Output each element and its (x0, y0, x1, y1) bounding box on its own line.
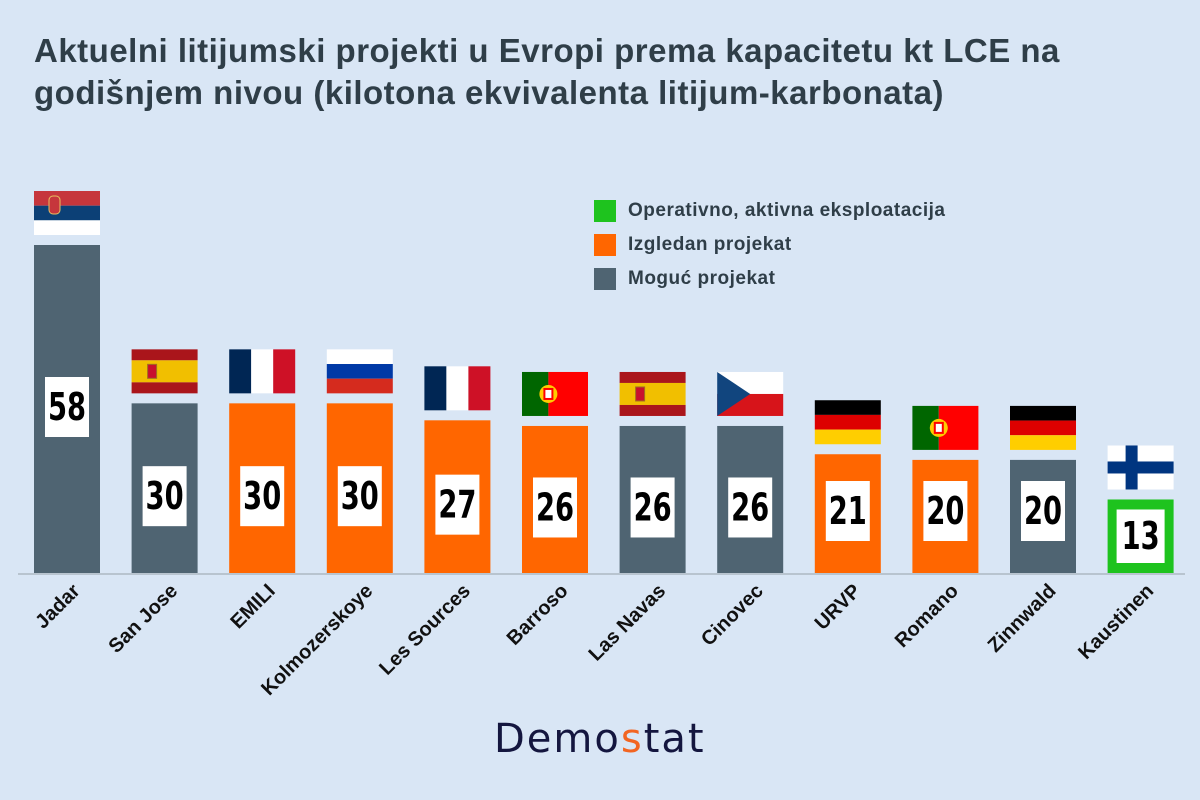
data-label-box (337, 466, 382, 527)
data-label: 20 (926, 490, 964, 534)
data-label: 20 (1024, 490, 1062, 534)
legend-item-possible: Moguć projekat (594, 262, 945, 296)
x-tick-label: San Jose (104, 580, 182, 658)
france-flag-icon (229, 349, 296, 394)
spain-flag-icon (619, 371, 686, 416)
data-label-box (435, 474, 480, 535)
x-tick-label: Kaustinen (1074, 580, 1158, 664)
x-tick-label: Cinovec (697, 580, 768, 651)
data-label: 27 (438, 483, 476, 527)
data-label-box (1116, 509, 1165, 563)
legend-swatch (594, 200, 616, 222)
data-label-box (630, 477, 675, 538)
data-label-box (923, 481, 968, 541)
x-tick-label: Las Navas (585, 580, 671, 666)
spain-flag-icon (131, 349, 198, 394)
data-label: 58 (48, 386, 86, 430)
legend-swatch (594, 234, 616, 256)
serbia-flag-icon (34, 191, 100, 235)
russia-flag-icon (326, 349, 393, 394)
data-label-box (533, 477, 577, 538)
x-tick-label: Romano (891, 580, 963, 652)
data-label: 13 (1122, 515, 1160, 559)
x-tick-label: Jadar (31, 580, 84, 633)
chart-title: Aktuelni litijumski projekti u Evropi pr… (34, 32, 1060, 111)
data-label: 30 (341, 475, 379, 519)
legend-item-operative: Operativno, aktivna eksploatacija (594, 194, 945, 228)
germany-flag-icon (814, 400, 881, 445)
portugal-flag-icon (522, 371, 588, 416)
legend-label: Operativno, aktivna eksploatacija (628, 200, 946, 221)
legend-label: Izgledan projekat (628, 234, 792, 255)
data-label: 26 (731, 486, 769, 530)
data-label-box (45, 377, 89, 437)
data-label-box (825, 481, 870, 541)
demostat-logo: Demostat (494, 716, 706, 762)
x-tick-label: URVP (811, 580, 866, 635)
data-label: 30 (146, 475, 184, 519)
legend: Operativno, aktivna eksploatacija Izgled… (594, 194, 945, 296)
data-label-box (142, 466, 187, 527)
x-tick-label: EMILI (226, 580, 279, 633)
finland-flag-icon (1107, 445, 1174, 490)
data-label: 26 (634, 486, 672, 530)
germany-flag-icon (1010, 405, 1076, 450)
data-label-box (1021, 481, 1065, 541)
portugal-flag-icon (912, 405, 979, 450)
legend-label: Moguć projekat (628, 268, 776, 289)
data-label-box (240, 466, 285, 527)
legend-item-likely: Izgledan projekat (594, 228, 945, 262)
x-tick-label: Zinnwald (984, 580, 1061, 657)
x-tick-label: Les Sources (375, 580, 475, 680)
data-label: 26 (536, 486, 574, 530)
data-label-box (728, 477, 773, 538)
data-label: 30 (243, 475, 281, 519)
czechia-flag-icon (717, 371, 784, 416)
france-flag-icon (424, 366, 491, 411)
legend-swatch (594, 268, 616, 290)
data-label: 21 (829, 490, 867, 534)
x-tick-label: Barroso (503, 580, 573, 650)
